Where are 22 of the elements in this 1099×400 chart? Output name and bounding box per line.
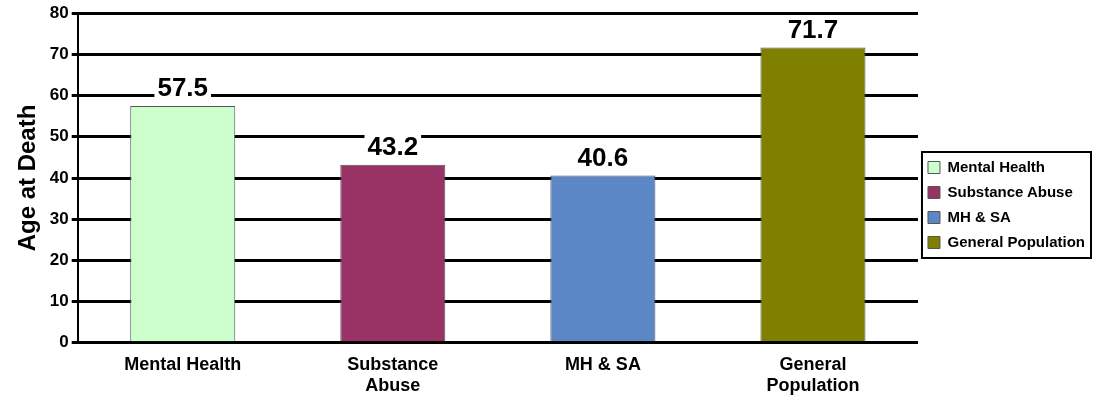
x-tick-label: Substance Abuse xyxy=(347,353,439,396)
legend-label: Substance Abuse xyxy=(947,182,1073,200)
y-tick-label: 30 xyxy=(49,208,69,228)
legend-label: General Population xyxy=(947,232,1086,250)
y-tick-label: 20 xyxy=(49,250,69,270)
y-tick-label: 50 xyxy=(49,126,69,146)
y-tick-label: 40 xyxy=(49,167,69,187)
x-tick-label: Mental Health xyxy=(124,353,242,374)
y-tick-label: 70 xyxy=(49,44,69,64)
legend-label: MH & SA xyxy=(947,207,1011,225)
x-tick-label: General Population xyxy=(766,353,860,396)
y-tick-label: 60 xyxy=(49,85,69,105)
legend-label: Mental Health xyxy=(947,157,1045,175)
y-tick-label: 10 xyxy=(49,291,69,311)
data-label: 40.6 xyxy=(577,141,629,172)
x-tick-label: MH & SA xyxy=(564,353,641,374)
data-label: 57.5 xyxy=(157,72,209,103)
data-label: 43.2 xyxy=(367,130,419,161)
y-tick-label: 0 xyxy=(59,332,69,352)
data-label: 71.7 xyxy=(787,13,839,44)
y-tick-label: 80 xyxy=(49,2,69,22)
y-axis-title: Age at Death xyxy=(13,104,41,252)
